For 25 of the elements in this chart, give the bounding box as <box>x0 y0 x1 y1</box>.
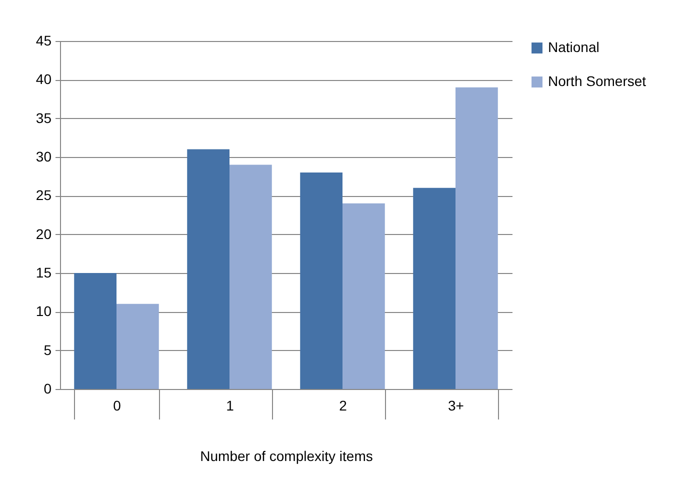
x-tick-label: 1 <box>226 398 234 414</box>
y-tick-label: 0 <box>44 380 52 396</box>
x-axis-title: Number of complexity items <box>200 448 373 464</box>
bar <box>413 188 456 389</box>
y-tick-label: 10 <box>36 303 52 320</box>
y-tick-label: 5 <box>44 342 52 358</box>
bar <box>342 203 385 389</box>
legend-label: National <box>548 39 600 55</box>
x-tick-label: 3+ <box>448 398 464 414</box>
y-tick-label: 15 <box>36 264 52 280</box>
x-tick-label: 2 <box>339 398 348 414</box>
legend-label: North Somerset <box>548 73 646 89</box>
y-tick-label: 30 <box>36 148 52 164</box>
x-tick-label: 0 <box>113 398 122 414</box>
y-tick-label: 40 <box>36 71 52 88</box>
y-tick-label: 45 <box>36 32 52 48</box>
y-tick-label: 25 <box>36 187 52 204</box>
y-tick-label: 20 <box>36 226 52 242</box>
bar <box>230 164 272 389</box>
bar <box>300 172 342 389</box>
y-tick-label: 35 <box>36 110 52 126</box>
bar <box>74 273 116 389</box>
bar <box>116 304 159 389</box>
bar <box>456 87 498 389</box>
bar <box>187 149 230 389</box>
